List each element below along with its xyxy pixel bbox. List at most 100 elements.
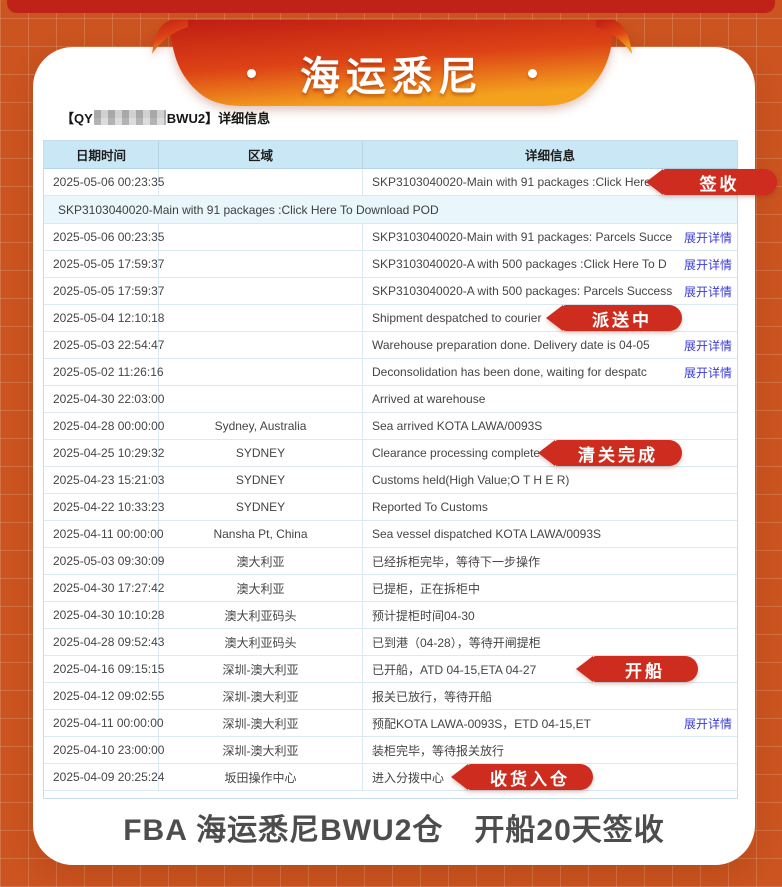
cell-detail: Reported To Customs (363, 494, 737, 520)
cell-date: 2025-05-03 09:30:09 (44, 548, 164, 574)
expand-detail-link[interactable]: 展开详情 (683, 284, 732, 299)
cell-detail: 已提柜，正在拆柜中 (363, 575, 737, 601)
table-row: 2025-04-10 23:00:00 深圳-澳大利亚 装柜完毕，等待报关放行 (44, 737, 737, 764)
status-badge: 清关完成 (538, 440, 682, 466)
cell-date: 2025-05-04 12:10:18 (44, 305, 164, 331)
cell-date: 2025-04-23 15:21:03 (44, 467, 164, 493)
table-row: 2025-04-23 15:21:03 SYDNEY Customs held(Hi… (44, 467, 737, 494)
expand-detail-link[interactable]: 展开详情 (683, 716, 732, 731)
expand-detail-link[interactable]: 展开详情 (683, 230, 732, 245)
cell-region (159, 251, 363, 277)
header-cell-region: 区域 (159, 141, 363, 168)
table-row: 2025-04-30 17:27:42 澳大利亚 已提柜，正在拆柜中 (44, 575, 737, 602)
cell-detail: 预配KOTA LAWA-0093S，ETD 04-15,ET 展开详情 (363, 710, 737, 736)
cell-date: 2025-04-30 17:27:42 (44, 575, 164, 601)
cell-detail: Customs held(High Value;O T H E R) (363, 467, 737, 493)
cell-detail: Shipment despatched to courier 派送中 (363, 305, 737, 331)
detail-text: 装柜完毕，等待报关放行 (372, 743, 505, 758)
table-row: 2025-05-05 17:59:37 SKP3103040020-A with … (44, 251, 737, 278)
table-row-stub (44, 791, 737, 798)
detail-text: 已开船，ATD 04-15,ETA 04-27 (372, 662, 537, 677)
cell-detail: Sea vessel dispatched KOTA LAWA/0093S (363, 521, 737, 547)
table-row: 2025-05-02 11:26:16 Deconsolidation has b… (44, 359, 737, 386)
detail-text: Shipment despatched to courier (372, 311, 542, 325)
badge-arrow-icon (576, 656, 593, 682)
detail-text: 已经拆柜完毕，等待下一步操作 (372, 554, 541, 569)
cell-detail: 预计提柜时间04-30 (363, 602, 737, 628)
detail-text: SKP3103040020-Main with 91 packages :Cli… (372, 175, 667, 189)
table-row: 2025-05-06 00:23:35 SKP3103040020-Main wi… (44, 169, 777, 196)
table-row: 2025-04-11 00:00:00 Nansha Pt, China Sea v… (44, 521, 737, 548)
cell-detail: SKP3103040020-Main with 91 packages :Cli… (363, 169, 777, 195)
cell-region (159, 332, 363, 358)
masked-text (93, 109, 166, 125)
table-row: 2025-05-04 12:10:18 Shipment despatched t… (44, 305, 737, 332)
cell-date: 2025-04-30 10:10:28 (44, 602, 164, 628)
badge-arrow-icon (646, 169, 663, 195)
cell-region (159, 224, 363, 250)
cell-date: 2025-05-02 11:26:16 (44, 359, 164, 385)
top-decor-band (7, 0, 775, 13)
status-badge-label: 开船 (592, 656, 698, 682)
cell-detail: Clearance processing complete 清关完成 (363, 440, 737, 466)
cell-detail: SKP3103040020-A with 500 packages :Click… (363, 251, 737, 277)
expand-detail-link[interactable]: 展开详情 (683, 365, 732, 380)
expand-detail-link[interactable]: 展开详情 (683, 257, 732, 272)
cell-detail: 已经拆柜完毕，等待下一步操作 (363, 548, 737, 574)
detail-text: Sea vessel dispatched KOTA LAWA/0093S (372, 527, 602, 541)
cell-region: 澳大利亚 (159, 548, 363, 574)
tracking-table: 日期时间 区域 详细信息 2025-05-06 00:23:35 SKP31030… (43, 140, 777, 799)
detail-text: Warehouse preparation done. Delivery dat… (372, 338, 650, 352)
table-row: 2025-04-12 09:02:55 深圳-澳大利亚 报关已放行，等待开船 (44, 683, 737, 710)
cell-date: 2025-04-25 10:29:32 (44, 440, 164, 466)
cell-detail: Deconsolidation has been done, waiting f… (363, 359, 737, 385)
header-cell-date: 日期时间 (44, 141, 159, 168)
cell-date: 2025-05-05 17:59:37 (44, 278, 164, 304)
status-badge: 开船 (576, 656, 698, 682)
banner-title: 海运悉尼 (300, 55, 484, 99)
detail-text: Arrived at warehouse (372, 392, 486, 406)
detail-text: 预计提柜时间04-30 (372, 608, 475, 623)
table-row: 2025-04-11 00:00:00 深圳-澳大利亚 预配KOTA LAWA-00… (44, 710, 737, 737)
expand-detail-link[interactable]: 展开详情 (683, 338, 732, 353)
cell-region: 澳大利亚 (159, 575, 363, 601)
cell-detail: 装柜完毕，等待报关放行 (363, 737, 737, 763)
cell-detail: Sea arrived KOTA LAWA/0093S (363, 413, 737, 439)
cell-region (159, 305, 363, 331)
cell-region (159, 386, 363, 412)
cell-detail: SKP3103040020-Main with 91 packages: Par… (363, 224, 737, 250)
status-badge-label: 清关完成 (554, 440, 682, 466)
cell-date: 2025-05-03 22:54:47 (44, 332, 164, 358)
card-title: 【QY BWU2】详细信息 (61, 108, 270, 126)
cell-detail: 已到港（04-28），等待开闸提柜 (363, 629, 737, 655)
cell-region (159, 169, 363, 195)
detail-text: 预配KOTA LAWA-0093S，ETD 04-15,ET (372, 716, 591, 731)
header-cell-detail: 详细信息 (524, 149, 575, 163)
cell-date: 2025-04-16 09:15:15 (44, 656, 164, 682)
detail-text: Clearance processing complete (372, 446, 541, 460)
cell-region: 深圳-澳大利亚 (159, 683, 363, 709)
cell-region: SYDNEY (159, 467, 363, 493)
detail-text: 进入分拨中心 (372, 770, 445, 785)
cell-region: Nansha Pt, China (159, 521, 363, 547)
cell-region: 坂田操作中心 (159, 764, 363, 790)
detail-text: SKP3103040020-Main with 91 packages: Par… (372, 230, 673, 244)
detail-text: Customs held(High Value;O T H E R) (372, 473, 570, 487)
cell-date: 2025-05-05 17:59:37 (44, 251, 164, 277)
cell-region (159, 278, 363, 304)
status-badge: 收货入仓 (451, 764, 593, 790)
cell-region: Sydney, Australia (159, 413, 363, 439)
badge-arrow-icon (538, 440, 555, 466)
cell-region: 深圳-澳大利亚 (159, 710, 363, 736)
badge-arrow-icon (546, 305, 563, 331)
cell-region (159, 359, 363, 385)
status-badge: 签收 (646, 169, 777, 195)
cell-date: 2025-04-30 22:03:00 (44, 386, 164, 412)
cell-detail: Arrived at warehouse (363, 386, 737, 412)
cell-date: 2025-05-06 00:23:35 (44, 169, 164, 195)
cell-detail: 报关已放行，等待开船 (363, 683, 737, 709)
table-row: 2025-04-09 20:25:24 坂田操作中心 进入分拨中心 收货入仓 (44, 764, 737, 791)
expanded-row: SKP3103040020-Main with 91 packages :Cli… (44, 196, 737, 224)
banner-titlebar: 海运悉尼 (152, 46, 632, 100)
table-row: 2025-05-05 17:59:37 SKP3103040020-A with … (44, 278, 737, 305)
